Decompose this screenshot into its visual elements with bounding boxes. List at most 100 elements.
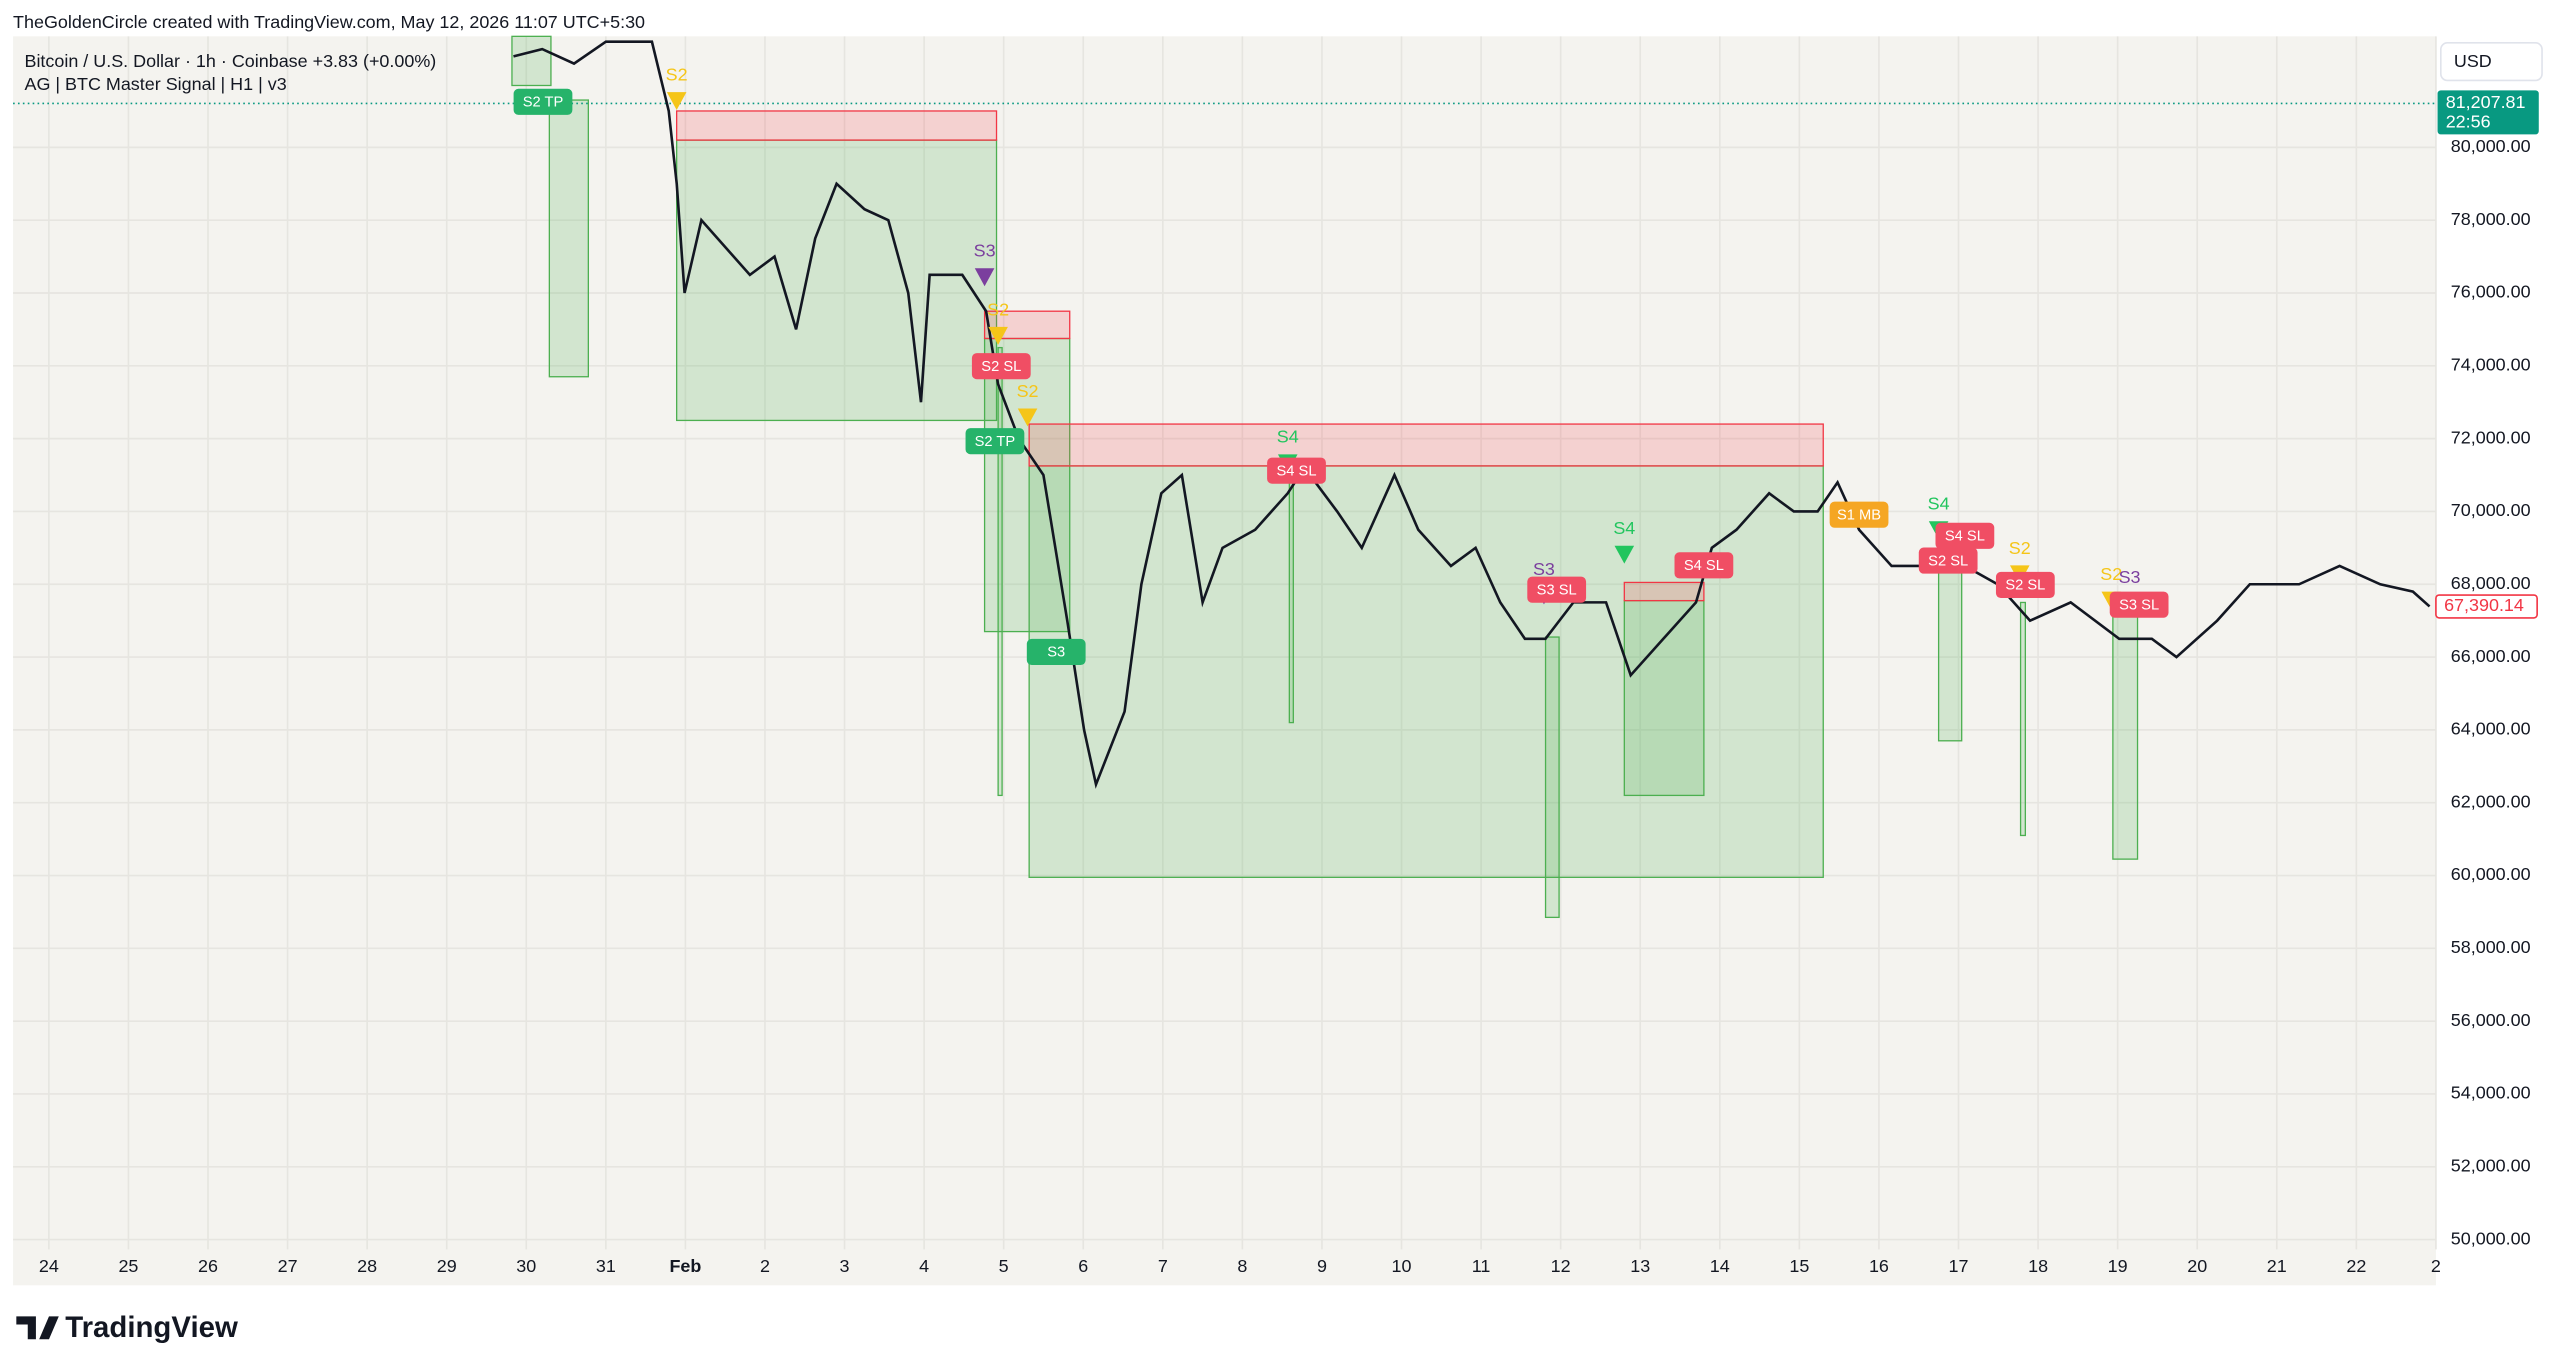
y-tick-label: 54,000.00 xyxy=(2451,1083,2531,1103)
badge-label: S2 SL xyxy=(1928,553,1968,569)
badge xyxy=(2109,591,2169,618)
badge xyxy=(1674,552,1734,579)
x-tick-label: 21 xyxy=(2267,1256,2287,1276)
x-tick-label: 9 xyxy=(1317,1256,1327,1276)
x-tick-label: 17 xyxy=(1949,1256,1969,1276)
x-tick-label: 29 xyxy=(437,1256,457,1276)
y-tick-label: 58,000.00 xyxy=(2451,937,2531,957)
badge-label: S3 xyxy=(1047,645,1065,661)
x-tick-label: 25 xyxy=(118,1256,138,1276)
badge xyxy=(965,428,1025,455)
zones xyxy=(511,35,2139,919)
signal-label: S2 xyxy=(1017,381,1039,401)
x-tick-label: 12 xyxy=(1551,1256,1571,1276)
currency-button[interactable] xyxy=(2440,42,2543,82)
x-tick-label: 15 xyxy=(1789,1256,1809,1276)
y-tick-label: 76,000.00 xyxy=(2451,282,2531,302)
profit-zone xyxy=(997,346,1003,797)
x-tick-label: 8 xyxy=(1237,1256,1247,1276)
risk-zone xyxy=(676,110,998,141)
logo-text: TradingView xyxy=(65,1311,238,1344)
badge xyxy=(971,353,1031,380)
chart-pane xyxy=(13,36,2436,1286)
currency-label[interactable]: USD xyxy=(2454,51,2492,71)
footer-logo: TradingView xyxy=(16,1311,238,1344)
signal-triangle xyxy=(974,268,995,287)
badge-label: S3 SL xyxy=(2119,597,2159,613)
x-tick-label: 30 xyxy=(516,1256,536,1276)
badge-label: S4 SL xyxy=(1945,529,1985,545)
signal-triangle xyxy=(1017,408,1038,427)
x-tick-label: 6 xyxy=(1078,1256,1088,1276)
x-tick-label: 3 xyxy=(840,1256,850,1276)
profit-zone xyxy=(1544,636,1560,919)
y-tick-label: 56,000.00 xyxy=(2451,1010,2531,1030)
signal-triangle xyxy=(1614,545,1635,564)
signal-label: S4 xyxy=(1613,518,1635,538)
last-price-label: 81,207.81 xyxy=(2446,92,2526,112)
badge xyxy=(1527,576,1587,603)
signal-label: S3 xyxy=(974,241,996,261)
badge-label: S2 SL xyxy=(2005,578,2045,594)
last-price-tag xyxy=(2437,90,2539,135)
badge-label: S2 TP xyxy=(523,95,564,111)
badge xyxy=(1026,638,1086,666)
y-tick-label: 68,000.00 xyxy=(2451,573,2531,593)
badge-label: S2 SL xyxy=(981,359,1021,375)
y-tick-label: 66,000.00 xyxy=(2451,646,2531,666)
x-tick-label: 16 xyxy=(1869,1256,1889,1276)
last-price-time: 22:56 xyxy=(2446,112,2491,132)
y-tick-label: 80,000.00 xyxy=(2451,136,2531,156)
profit-zone xyxy=(1288,474,1294,724)
x-tick-label: 20 xyxy=(2187,1256,2207,1276)
badge xyxy=(1918,547,1978,574)
x-tick-label: 13 xyxy=(1630,1256,1650,1276)
risk-zone xyxy=(1623,581,1705,602)
current-price-label: 67,390.14 xyxy=(2444,595,2524,615)
x-tick-label: 26 xyxy=(198,1256,218,1276)
x-tick-label: 28 xyxy=(357,1256,377,1276)
x-tick-label: 5 xyxy=(999,1256,1009,1276)
badge-label: S1 MB xyxy=(1837,507,1881,523)
x-tick-label: 31 xyxy=(596,1256,616,1276)
profit-zone xyxy=(1623,599,1705,797)
y-tick-label: 52,000.00 xyxy=(2451,1155,2531,1175)
signal-triangle xyxy=(988,326,1008,345)
badge xyxy=(1995,571,2055,599)
y-tick-label: 64,000.00 xyxy=(2451,719,2531,739)
grid xyxy=(13,36,2437,1250)
x-tick-label: 19 xyxy=(2108,1256,2128,1276)
signal-label: S3 xyxy=(2119,567,2141,587)
x-tick-label: 14 xyxy=(1710,1256,1730,1276)
y-tick-label: 50,000.00 xyxy=(2451,1228,2531,1248)
x-tick-label: 22 xyxy=(2346,1256,2366,1276)
badge xyxy=(1829,501,1889,528)
x-tick-label: 11 xyxy=(1472,1256,1491,1276)
signal-label: S2 xyxy=(987,299,1009,319)
profit-zone xyxy=(548,99,589,378)
x-tick-label: 18 xyxy=(2028,1256,2048,1276)
y-tick-label: 72,000.00 xyxy=(2451,427,2531,447)
badge-label: S3 SL xyxy=(1537,582,1577,598)
badge-label: S2 TP xyxy=(975,434,1016,450)
y-tick-label: 62,000.00 xyxy=(2451,791,2531,811)
y-tick-label: 78,000.00 xyxy=(2451,209,2531,229)
profit-zone xyxy=(2019,601,2026,837)
signal-triangle xyxy=(666,92,687,111)
signal-label: S3 xyxy=(1533,559,1555,579)
signal-label: S4 xyxy=(1277,427,1299,447)
signal-label: S2 xyxy=(666,64,688,84)
x-tick-label: 7 xyxy=(1158,1256,1168,1276)
y-tick-label: 74,000.00 xyxy=(2451,355,2531,375)
current-price-tag xyxy=(2435,594,2538,619)
badge-label: S4 SL xyxy=(1684,558,1724,574)
risk-zone xyxy=(1028,423,1824,467)
profit-zone xyxy=(2112,610,2139,860)
x-tick-label: 27 xyxy=(278,1256,298,1276)
badge xyxy=(1267,457,1326,484)
x-tick-label: 10 xyxy=(1392,1256,1412,1276)
symbol-info: Bitcoin / U.S. Dollar · 1h · Coinbase +3… xyxy=(24,51,436,71)
badge xyxy=(513,88,573,115)
indicator-info: AG | BTC Master Signal | H1 | v3 xyxy=(24,74,286,94)
